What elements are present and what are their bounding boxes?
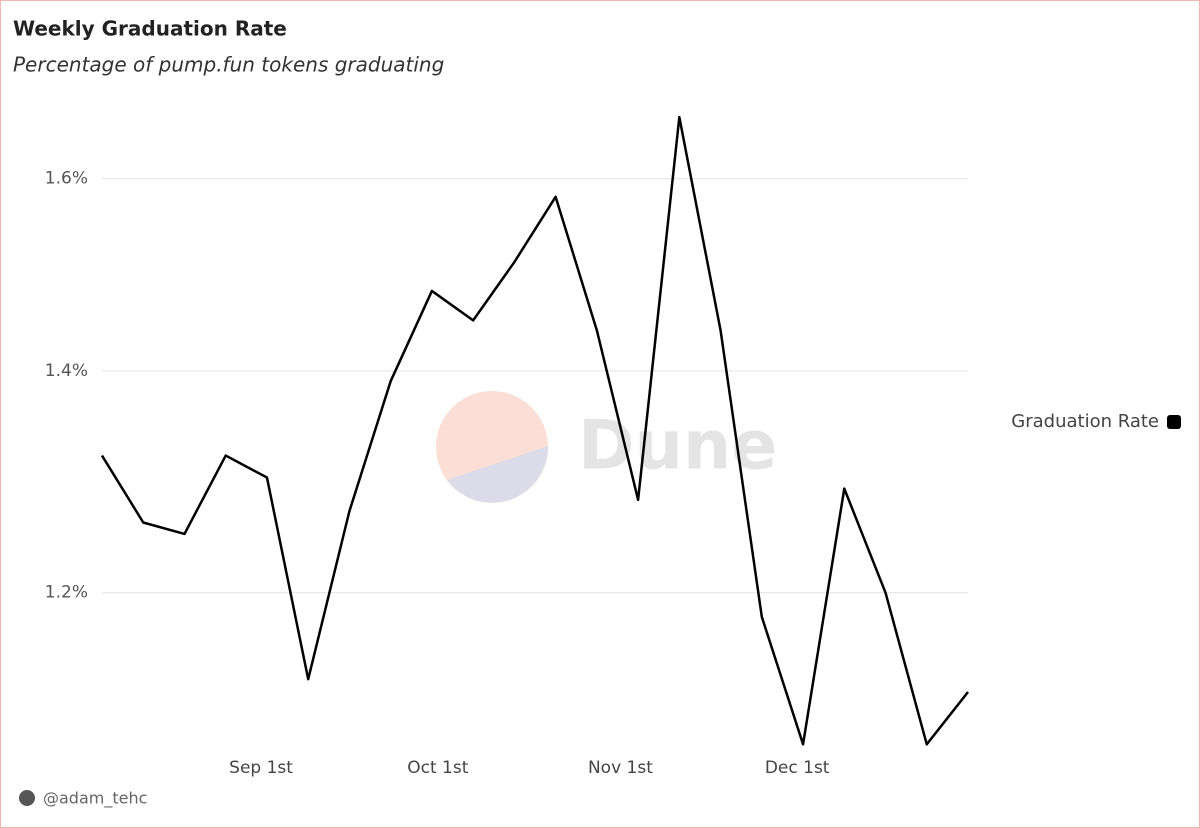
chart-subtitle: Percentage of pump.fun tokens graduating — [13, 53, 444, 77]
x-tick-label: Dec 1st — [765, 758, 830, 778]
x-tick-label: Sep 1st — [229, 758, 293, 778]
y-tick-label: 1.6% — [45, 169, 88, 189]
watermark: Dune — [436, 391, 777, 503]
line — [100, 115, 969, 746]
x-tick-label: Nov 1st — [588, 758, 653, 778]
watermark-text: Dune — [578, 407, 777, 486]
legend-swatch — [1167, 415, 1181, 429]
chart-title: Weekly Graduation Rate — [13, 17, 287, 41]
author-avatar — [19, 790, 35, 806]
y-tick-label: 1.2% — [45, 583, 88, 603]
watermark-logo-part — [447, 446, 549, 503]
legend-label: Graduation Rate — [1011, 411, 1159, 432]
author: @adam_tehc — [43, 789, 147, 809]
x-tick-label: Oct 1st — [407, 758, 468, 778]
y-tick-label: 1.4% — [45, 361, 88, 381]
